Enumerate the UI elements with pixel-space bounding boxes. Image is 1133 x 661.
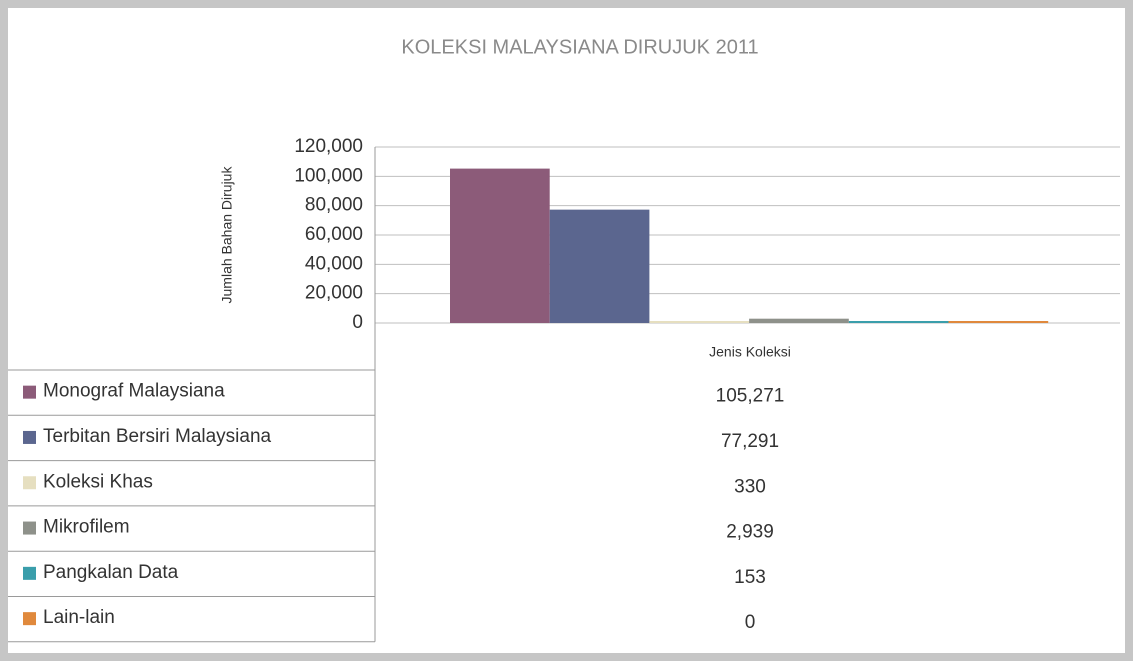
legend-label: Lain-lain <box>43 607 115 628</box>
y-tick-label: 40,000 <box>305 253 363 274</box>
x-tick-label: Jenis Koleksi <box>709 344 791 360</box>
y-axis-label: Jumlah Bahan Dirujuk <box>219 166 235 304</box>
legend-swatch <box>23 385 36 399</box>
data-table-value: 0 <box>745 612 756 633</box>
bar <box>749 318 849 323</box>
bar <box>450 168 550 323</box>
bar <box>948 321 1049 323</box>
legend-label: Koleksi Khas <box>43 471 153 492</box>
data-table-value: 77,291 <box>721 431 779 452</box>
legend-swatch <box>23 521 36 535</box>
bar <box>649 321 750 323</box>
data-table-value: 330 <box>734 476 766 497</box>
y-tick-label: 80,000 <box>305 195 363 216</box>
y-tick-label: 0 <box>352 312 363 333</box>
y-tick-label: 100,000 <box>294 165 363 186</box>
bar <box>549 209 650 323</box>
legend-label: Mikrofilem <box>43 517 130 538</box>
legend-swatch <box>23 612 36 626</box>
chart-title: KOLEKSI MALAYSIANA DIRUJUK 2011 <box>401 36 758 58</box>
legend-swatch <box>23 476 36 490</box>
bar <box>848 321 949 323</box>
legend-swatch <box>23 430 36 444</box>
y-tick-label: 60,000 <box>305 224 363 245</box>
legend-label: Monograf Malaysiana <box>43 381 225 402</box>
legend-label: Pangkalan Data <box>43 562 179 583</box>
legend-swatch <box>23 566 36 580</box>
data-table-value: 2,939 <box>726 522 774 543</box>
data-table-value: 153 <box>734 567 766 588</box>
legend-label: Terbitan Bersiri Malaysiana <box>43 426 272 447</box>
y-tick-label: 20,000 <box>305 283 363 304</box>
y-tick-label: 120,000 <box>294 136 363 157</box>
data-table-value: 105,271 <box>716 386 785 407</box>
